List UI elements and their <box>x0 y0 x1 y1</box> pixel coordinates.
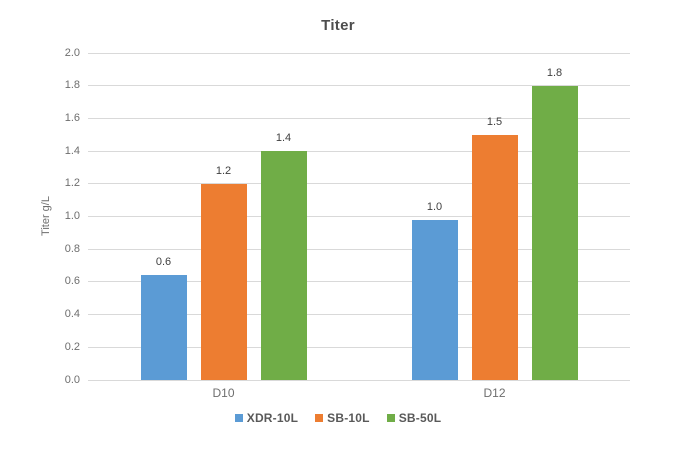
bar-sb-50l-d10 <box>260 151 307 380</box>
bar-xdr-10l-d12 <box>411 219 458 380</box>
legend-label: SB-50L <box>398 411 442 425</box>
bar-value-label: 1.2 <box>215 164 232 177</box>
bar-value-label: 1.0 <box>426 200 443 213</box>
x-axis-tick-label: D12 <box>483 386 506 400</box>
y-axis-tick-label: 1.2 <box>64 177 80 190</box>
gridline <box>88 346 630 348</box>
bar-value-label: 1.5 <box>486 115 503 128</box>
gridline <box>88 52 630 54</box>
legend-swatch-icon <box>234 414 243 422</box>
y-axis-tick-label: 0.8 <box>64 242 80 255</box>
legend-swatch-icon <box>315 414 324 422</box>
y-axis-tick-label: 1.4 <box>64 144 80 157</box>
y-axis-tick-label: 2.0 <box>64 46 80 59</box>
legend-item-sb-50l: SB-50L <box>386 411 442 425</box>
y-axis-tick-label: 0.0 <box>64 373 80 386</box>
gridline <box>88 85 630 87</box>
y-axis-tick-label: 1.6 <box>64 111 80 124</box>
gridline <box>88 379 630 381</box>
gridline <box>88 150 630 152</box>
legend-swatch-icon <box>386 414 395 422</box>
gridline <box>88 248 630 250</box>
bar-value-label: 1.8 <box>546 66 563 79</box>
gridline <box>88 183 630 185</box>
y-axis-tick-label: 0.2 <box>64 340 80 353</box>
bar-sb-50l-d12 <box>531 85 578 380</box>
gridline <box>88 117 630 119</box>
legend-label: SB-10L <box>327 411 370 425</box>
bar-sb-10l-d12 <box>471 134 518 380</box>
gridline <box>88 314 630 316</box>
y-axis-tick-label: 0.4 <box>64 308 80 321</box>
y-axis-tick-label: 0.6 <box>64 275 80 288</box>
y-axis-tick-label: 1.0 <box>64 210 80 222</box>
chart-title: Titer <box>321 17 355 34</box>
legend: XDR-10L SB-10L SB-50L <box>0 411 676 425</box>
gridline <box>88 216 630 217</box>
legend-item-sb-10l: SB-10L <box>315 411 370 425</box>
y-axis-tick-label: 1.8 <box>64 79 80 92</box>
bar-sb-10l-d10 <box>200 183 247 380</box>
x-axis-tick-label: D10 <box>212 386 235 400</box>
bar-value-label: 1.4 <box>275 132 292 145</box>
legend-item-xdr-10l: XDR-10L <box>234 411 299 425</box>
bar-xdr-10l-d10 <box>140 275 187 380</box>
plot-area: 0.6 1.2 1.4 1.0 1.5 1.8 <box>88 52 630 381</box>
gridline <box>88 281 630 283</box>
legend-label: XDR-10L <box>246 411 299 425</box>
bar-value-label: 0.6 <box>155 256 172 269</box>
